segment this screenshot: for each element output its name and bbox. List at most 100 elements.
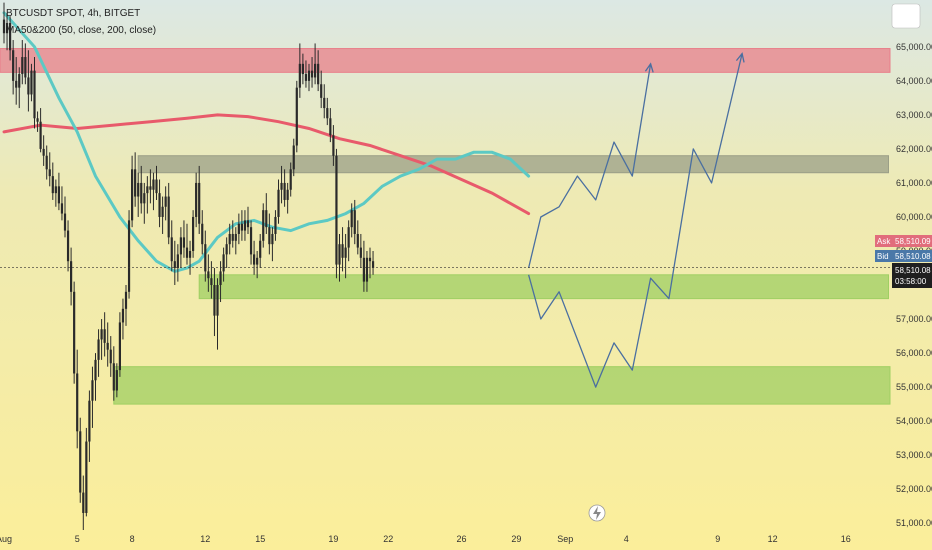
candle-body [109, 349, 112, 364]
candle [188, 240, 192, 275]
candle [201, 210, 204, 255]
candle-body [24, 57, 27, 78]
candle-body [262, 210, 265, 241]
candle [179, 227, 182, 268]
candle [256, 250, 259, 279]
time-tick-label: Aug [0, 534, 12, 544]
time-tick-label: 4 [624, 534, 629, 544]
candle [286, 182, 289, 214]
candle [280, 165, 283, 204]
candle-body [118, 322, 121, 371]
time-tick-label: 8 [130, 534, 135, 544]
candle [146, 176, 149, 214]
candle-body [82, 492, 85, 513]
candle-body [195, 182, 198, 217]
bid-value: 58,510.08 [895, 252, 931, 261]
candle-body [338, 244, 341, 265]
candle [42, 135, 45, 166]
candle-body [371, 261, 375, 268]
candle-body [246, 220, 250, 228]
candle-body [204, 244, 207, 272]
candle [271, 227, 274, 262]
currency-button[interactable] [891, 3, 921, 29]
zones-layer [0, 48, 891, 405]
candle-body [12, 50, 15, 81]
candle-body [207, 271, 210, 279]
range-support-zone[interactable] [198, 274, 889, 300]
time-axis[interactable]: Aug 5 8 12 15 19 22 26 29 Sep 4 9 12 16 [0, 534, 851, 544]
candle [30, 63, 33, 102]
candle-body [271, 233, 274, 245]
candle [121, 298, 125, 340]
candle [222, 247, 225, 282]
candle [338, 233, 341, 282]
time-tick-label: 15 [255, 534, 265, 544]
price-tick-label: 56,000.00 [896, 348, 932, 358]
candle [204, 230, 207, 282]
candle-body [237, 223, 240, 234]
candle [100, 319, 103, 360]
candle [216, 278, 219, 350]
candle-body [344, 247, 347, 258]
candle [15, 57, 18, 105]
candle [289, 162, 292, 197]
candle [262, 203, 265, 248]
candle-body [326, 108, 329, 119]
candle-body [39, 121, 42, 149]
candle-body [228, 233, 231, 245]
candle [310, 57, 314, 88]
ma200-line[interactable] [2, 113, 531, 216]
candle [277, 179, 280, 224]
candle [24, 43, 27, 85]
candle [219, 261, 222, 303]
supply-zone[interactable] [0, 48, 891, 73]
candle [170, 220, 173, 272]
candle-body [320, 84, 323, 98]
candle [301, 53, 304, 85]
candle [234, 227, 237, 255]
candle [182, 220, 186, 258]
candle-body [115, 370, 118, 391]
candle [185, 223, 189, 265]
candle-body [149, 186, 152, 190]
time-tick-label: 5 [75, 534, 80, 544]
candle [106, 322, 109, 367]
candle [18, 67, 21, 109]
price-tick-label: 62,000.00 [896, 144, 932, 154]
candle-body [143, 193, 146, 204]
candle [109, 336, 112, 377]
candle-body [127, 220, 131, 292]
candle [140, 165, 143, 214]
projection-path[interactable] [527, 53, 743, 388]
candle-body [280, 182, 283, 190]
candle-body [353, 210, 356, 234]
indicator-legend[interactable]: MA50&200 (50, close, 200, close) [6, 25, 156, 36]
candle [231, 220, 234, 248]
lower-demand-zone[interactable] [113, 366, 891, 405]
candle [152, 172, 155, 211]
candle [167, 182, 170, 245]
candle-body [2, 19, 6, 34]
candle-body [185, 247, 189, 258]
candle [143, 182, 146, 224]
candle-body [225, 244, 228, 255]
projection-path[interactable] [527, 63, 652, 269]
candle-body [213, 285, 216, 316]
projection-paths [527, 52, 745, 388]
candle [131, 155, 134, 228]
candle-body [359, 247, 362, 258]
candle-body [173, 261, 176, 268]
candle-body [365, 257, 369, 282]
candle-body [201, 223, 204, 245]
candle [79, 417, 82, 503]
mid-resistance-zone[interactable] [137, 155, 889, 174]
price-tick-label: 54,000.00 [896, 416, 932, 426]
candle-body [103, 329, 106, 343]
ask-label: Ask [877, 237, 891, 246]
lightning-icon[interactable] [588, 504, 606, 522]
candle [317, 50, 320, 92]
candle [329, 108, 332, 143]
candle-body [36, 118, 39, 122]
